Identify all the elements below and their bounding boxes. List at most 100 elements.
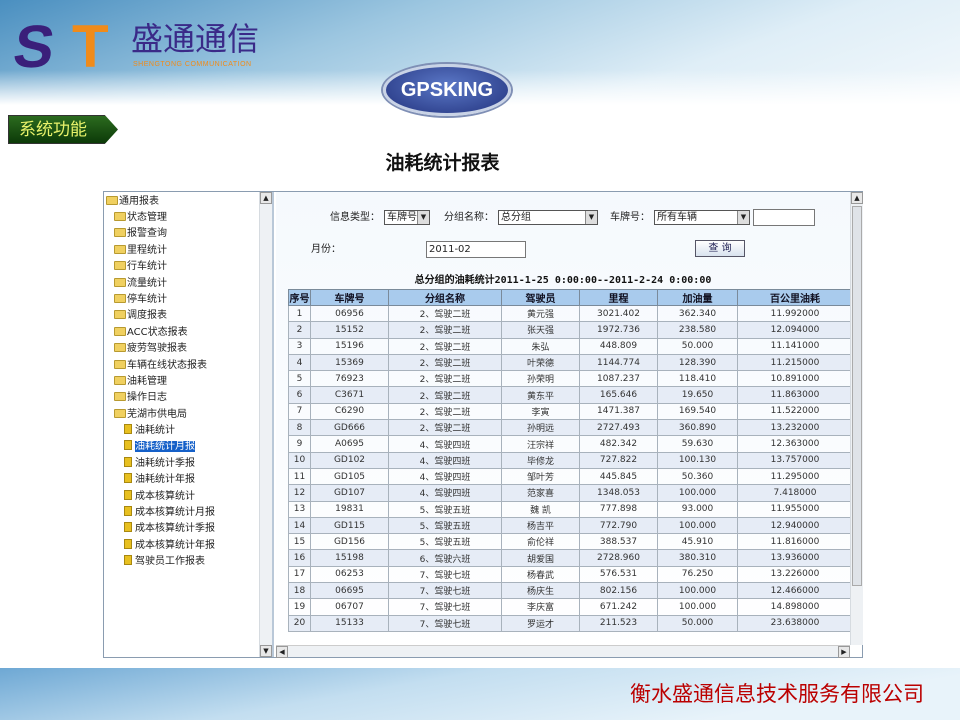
table-row: 4 15369 2、驾驶二班 叶荣德 1144.774 128.390 11.215000 xyxy=(288,353,853,372)
table-cell: 76923 xyxy=(310,370,389,388)
tree-child-item[interactable]: 油耗统计 xyxy=(124,423,175,439)
system-functions-button[interactable]: 系统功能 xyxy=(8,115,118,144)
table-cell: 100.000 xyxy=(657,582,738,600)
table-cell: 3 xyxy=(288,337,311,355)
tree-item-label: 成本核算统计年报 xyxy=(135,539,215,551)
tree-item-label: 成本核算统计季报 xyxy=(135,523,215,535)
tree-item[interactable]: 调度报表 xyxy=(114,308,167,324)
month-input[interactable]: 2011-02 xyxy=(426,241,526,258)
table-cell: 11.863000 xyxy=(737,386,853,404)
table-cell: 2、驾驶二班 xyxy=(388,304,502,323)
tree-item[interactable]: ACC状态报表 xyxy=(114,325,188,341)
tree-item[interactable]: 操作日志 xyxy=(114,390,167,406)
document-icon xyxy=(124,424,132,434)
table-cell: 1471.387 xyxy=(579,402,658,421)
group-select[interactable]: 总分组 ▼ xyxy=(498,210,598,225)
tree-item[interactable]: 芜湖市供电局 xyxy=(114,407,187,423)
scroll-down-icon[interactable]: ▼ xyxy=(260,645,272,657)
tree-child-item[interactable]: 成本核算统计季报 xyxy=(124,521,215,537)
tree-item[interactable]: 停车统计 xyxy=(114,292,167,308)
column-header[interactable]: 加油量 xyxy=(657,289,738,306)
tree-item[interactable]: 里程统计 xyxy=(114,243,167,259)
folder-icon xyxy=(114,228,126,238)
tree-child-item[interactable]: 油耗统计季报 xyxy=(124,456,195,472)
tree-item[interactable]: 行车统计 xyxy=(114,259,167,275)
table-cell: A0695 xyxy=(310,435,389,453)
tree-child-item[interactable]: 驾驶员工作报表 xyxy=(124,554,205,570)
info-type-select[interactable]: 车牌号 ▼ xyxy=(384,210,430,225)
query-button[interactable]: 查 询 xyxy=(695,240,745,257)
tree-item[interactable]: 车辆在线状态报表 xyxy=(114,358,207,374)
table-cell: 13 xyxy=(288,500,311,518)
tree-item[interactable]: 报警查询 xyxy=(114,226,167,242)
plate-label: 车牌号： xyxy=(610,212,650,223)
table-cell: 11.295000 xyxy=(737,467,853,486)
table-cell: 12.466000 xyxy=(737,582,853,600)
tree-item-label: 油耗统计月报 xyxy=(135,441,195,453)
table-row: 14 GD115 5、驾驶五班 杨吉平 772.790 100.000 12.940000 xyxy=(288,516,853,535)
table-cell: 06695 xyxy=(310,582,389,600)
tree-child-item[interactable]: 成本核算统计 xyxy=(124,489,195,505)
table-cell: 238.580 xyxy=(657,321,738,339)
column-header[interactable]: 百公里油耗 xyxy=(737,289,853,306)
table-row: 17 06253 7、驾驶七班 杨春武 576.531 76.250 13.226000 xyxy=(288,565,853,584)
scroll-up-icon[interactable]: ▲ xyxy=(260,192,272,204)
report-tree: 通用报表状态管理 报警查询 里程统计行车统计流量统计 停车统计 调度报表 ACC状态报表疲… xyxy=(104,192,274,657)
table-row: 20 15133 7、驾驶七班 罗运才 211.523 50.000 23.638000 xyxy=(288,614,853,632)
tree-item[interactable]: 状态管理 xyxy=(114,210,167,226)
tree-item-label: 行车统计 xyxy=(127,261,167,273)
plate-select[interactable]: 所有车辆 ▼ xyxy=(654,210,750,225)
table-cell: 17 xyxy=(288,565,311,584)
content-scrollbar[interactable]: ▲ xyxy=(850,192,863,645)
column-header[interactable]: 序号 xyxy=(288,289,311,306)
table-cell: 20 xyxy=(288,614,311,632)
table-cell: 10.891000 xyxy=(737,370,853,388)
table-cell: 1 xyxy=(288,304,311,323)
scroll-up-icon[interactable]: ▲ xyxy=(851,192,863,204)
tree-child-item[interactable]: 油耗统计月报 xyxy=(124,439,195,455)
plate-input[interactable] xyxy=(753,209,815,226)
scroll-left-icon[interactable]: ◀ xyxy=(276,646,288,658)
scroll-right-icon[interactable]: ▶ xyxy=(838,646,850,658)
table-row: 3 15196 2、驾驶二班 朱弘 448.809 50.000 11.141000 xyxy=(288,337,853,355)
table-cell: 14.898000 xyxy=(737,598,853,616)
tree-child-item[interactable]: 成本核算统计年报 xyxy=(124,538,215,554)
table-cell: 2、驾驶二班 xyxy=(388,370,502,388)
column-header[interactable]: 驾驶员 xyxy=(501,289,580,306)
table-cell: 1144.774 xyxy=(579,353,658,372)
tree-item[interactable]: 疲劳驾驶报表 xyxy=(114,341,187,357)
table-cell: 2、驾驶二班 xyxy=(388,419,502,437)
table-cell: 7、驾驶七班 xyxy=(388,582,502,600)
table-cell: 15 xyxy=(288,533,311,551)
tree-item-label: 油耗统计 xyxy=(135,425,175,436)
scroll-thumb[interactable] xyxy=(852,206,862,586)
table-cell: 孙明远 xyxy=(501,419,580,437)
tree-item[interactable]: 流量统计 xyxy=(114,276,167,292)
table-cell: 482.342 xyxy=(579,435,658,453)
folder-icon xyxy=(114,294,126,303)
tree-item-label: 驾驶员工作报表 xyxy=(135,556,205,568)
tree-child-item[interactable]: 油耗统计年报 xyxy=(124,472,195,488)
column-header[interactable]: 车牌号 xyxy=(310,289,389,306)
table-cell: 4、驾驶四班 xyxy=(388,484,502,502)
table-cell: 12.094000 xyxy=(737,321,853,339)
table-cell: 12 xyxy=(288,484,311,502)
table-cell: 黄元强 xyxy=(501,304,580,323)
tree-item[interactable]: 油耗管理 xyxy=(114,374,167,390)
tree-root[interactable]: 通用报表 xyxy=(106,194,159,210)
column-header[interactable]: 分组名称 xyxy=(388,289,502,306)
table-cell: 邹叶芳 xyxy=(501,467,580,486)
logo-letter-s: S xyxy=(9,13,55,80)
column-header[interactable]: 里程 xyxy=(579,289,658,306)
tree-child-item[interactable]: 成本核算统计月报 xyxy=(124,505,215,521)
info-type-value: 车牌号 xyxy=(387,212,417,223)
table-cell: 黄东平 xyxy=(501,386,580,404)
table-cell: 15369 xyxy=(310,353,389,372)
horizontal-scrollbar[interactable]: ◀ ▶ xyxy=(276,645,850,658)
tree-item-label: 通用报表 xyxy=(119,196,159,207)
table-cell: 380.310 xyxy=(657,549,738,567)
table-row: 15 GD156 5、驾驶五班 俞伦祥 388.537 45.910 11.816000 xyxy=(288,533,853,551)
tree-scrollbar[interactable]: ▲ ▼ xyxy=(259,192,272,657)
table-cell: 魏 凯 xyxy=(501,500,580,518)
table-row: 5 76923 2、驾驶二班 孙荣明 1087.237 118.410 10.891000 xyxy=(288,370,853,388)
